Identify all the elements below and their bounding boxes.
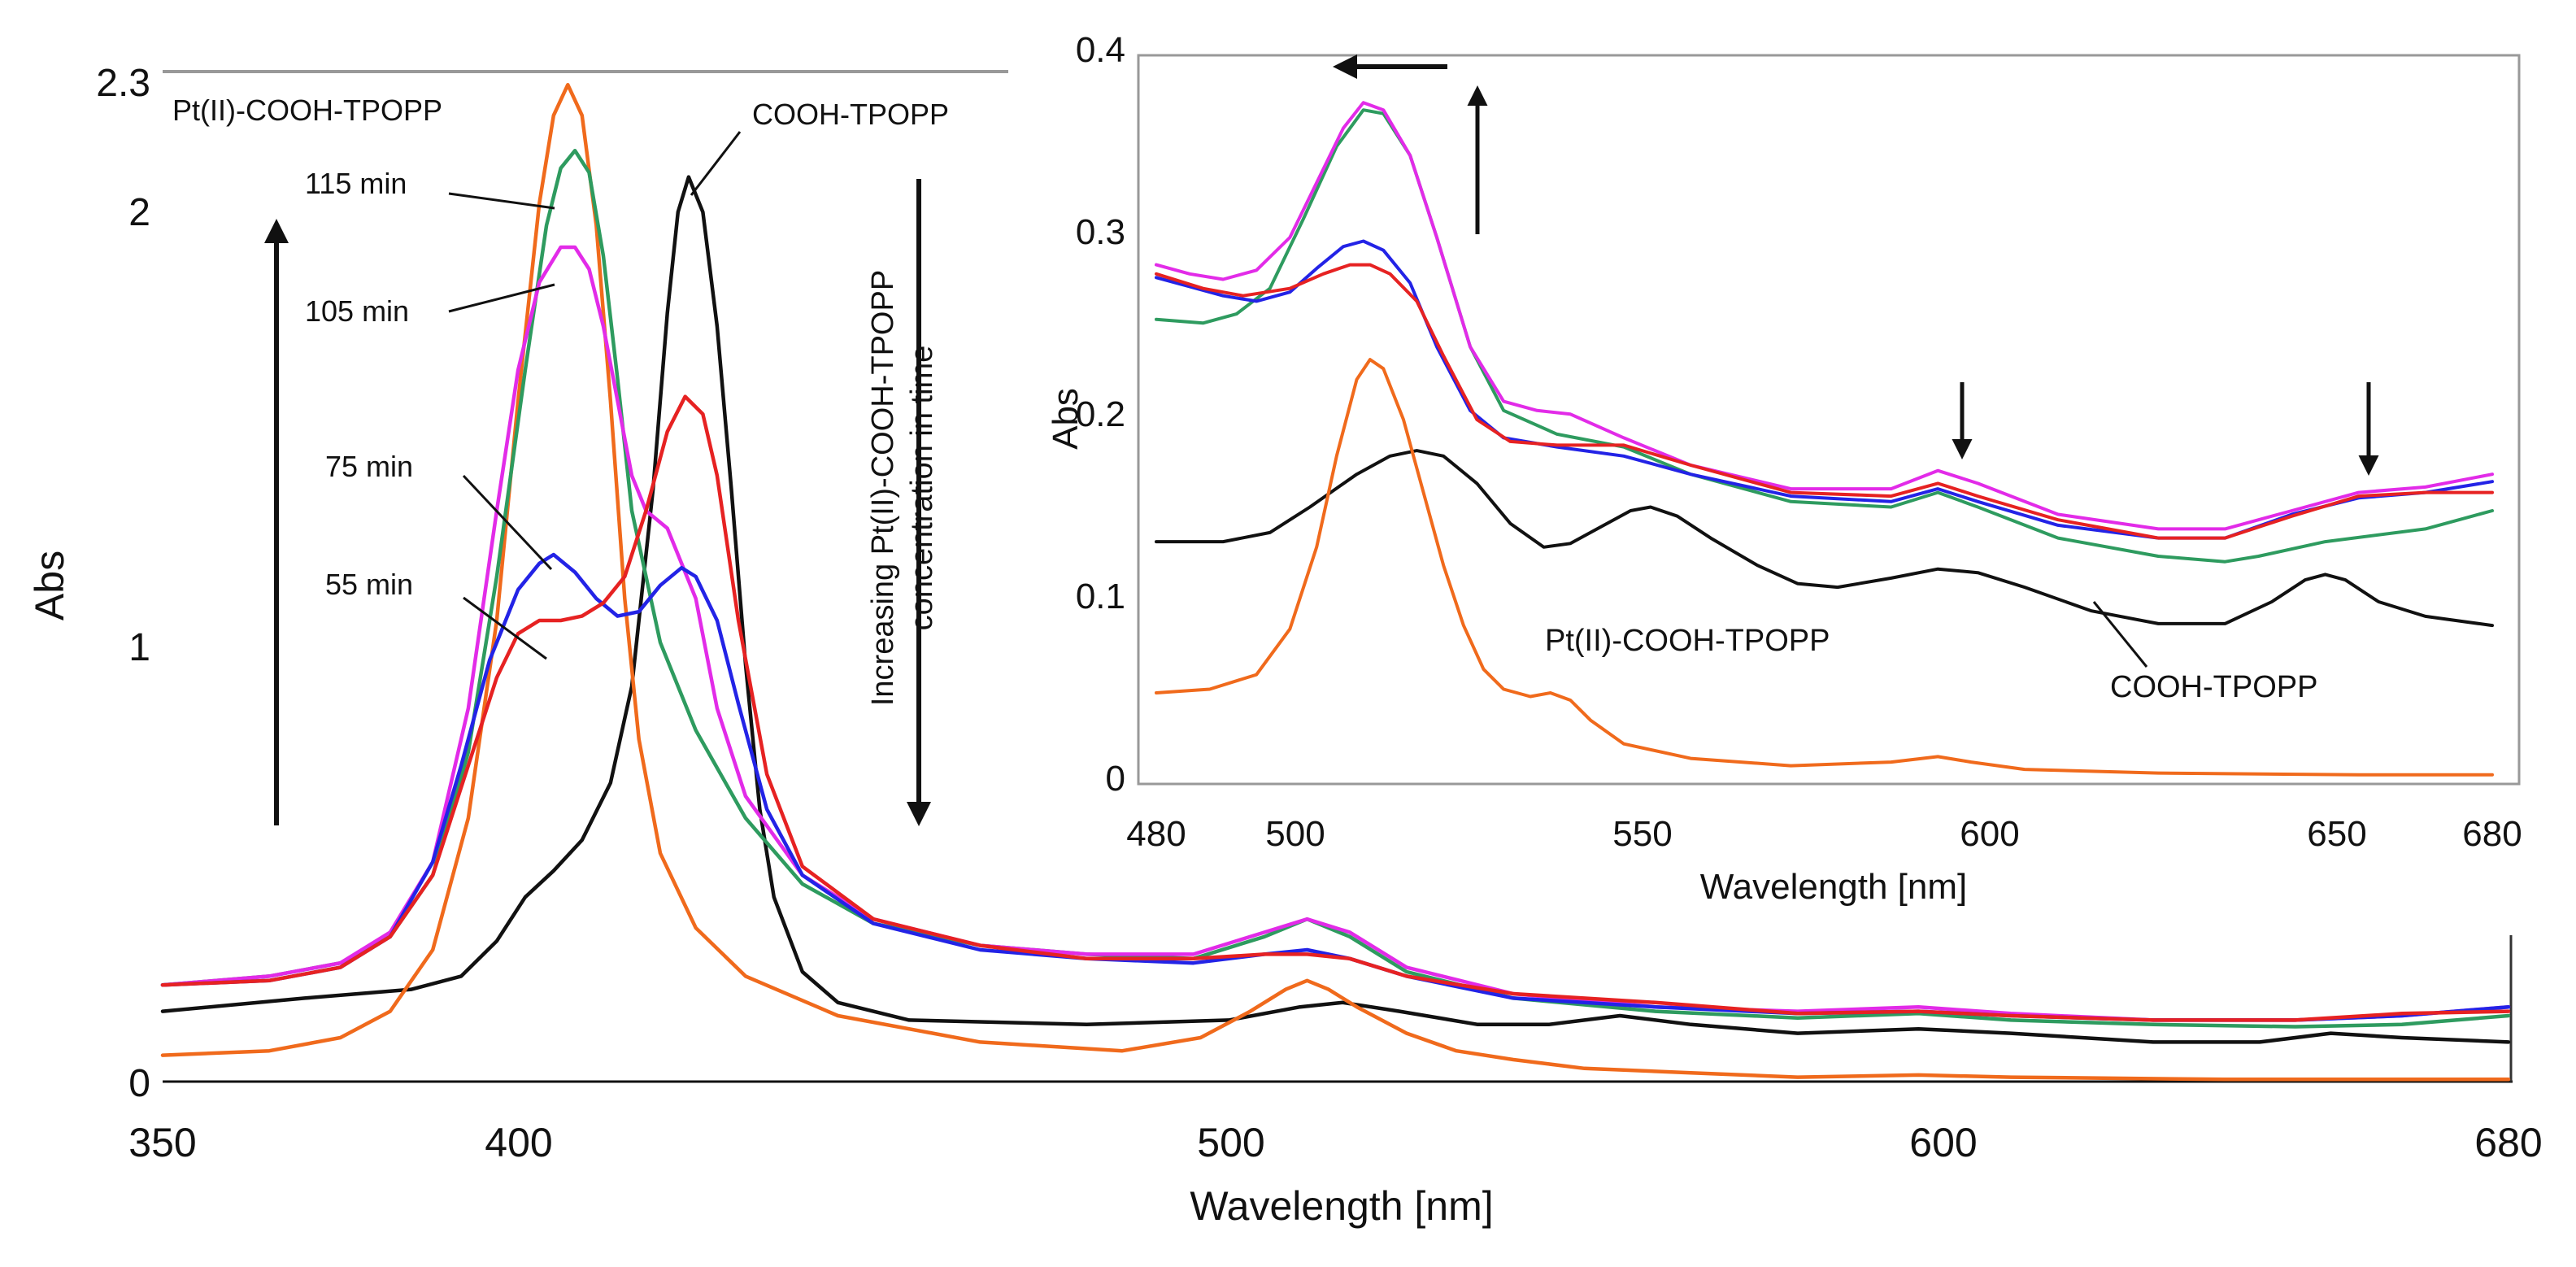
main-y-tick-label: 2.3 xyxy=(96,62,150,105)
main-x-axis-title: Wavelength [nm] xyxy=(1190,1183,1493,1229)
inset-y-tick-label: 0 xyxy=(1106,759,1125,799)
inset-x-tick-label: 550 xyxy=(1612,814,1672,854)
main-rotated-annotation-line2: concentration in time xyxy=(905,346,939,631)
main-chart: 0 1 2 2.3 350 400 500 600 680 Wavelength… xyxy=(27,62,2543,1229)
main-series-line-pt-ii-cooh-tpopp xyxy=(160,82,2511,1082)
inset-x-tick-label: 600 xyxy=(1960,814,2019,854)
main-x-tick-label: 400 xyxy=(485,1120,552,1165)
inset-series-line-55-min xyxy=(1155,263,2494,540)
main-annotation-cooh-label: COOH-TPOPP xyxy=(752,98,949,131)
inset-y-axis-title: Abs xyxy=(1046,388,1086,450)
inset-frame xyxy=(1137,54,2521,786)
main-x-tick-label: 350 xyxy=(128,1120,196,1165)
main-annotation-105-leader xyxy=(448,283,555,313)
inset-x-tick-label: 680 xyxy=(2462,814,2522,854)
inset-x-tick-label: 500 xyxy=(1265,814,1325,854)
main-annotation-75-label: 75 min xyxy=(325,450,413,483)
inset-x-axis-title: Wavelength [nm] xyxy=(1700,867,1968,907)
main-x-tick-label: 680 xyxy=(2474,1120,2542,1165)
main-annotation-115-label: 115 min xyxy=(305,167,407,200)
main-annotation-115-leader xyxy=(448,192,555,210)
inset-chart: 0 0.1 0.2 0.3 0.4 480 500 550 600 650 68… xyxy=(1046,30,2527,907)
inset-annotation-cooh-label: COOH-TPOPP xyxy=(2110,670,2317,704)
inset-annotation-cooh-leader xyxy=(2092,601,2148,668)
main-y-tick-label: 0 xyxy=(128,1062,150,1105)
inset-y-tick-label: 0.2 xyxy=(1076,394,1125,434)
main-y-axis-title: Abs xyxy=(27,551,72,620)
inset-x-tick-label: 480 xyxy=(1126,814,1186,854)
inset-series-line-pt-ii-cooh-tpopp xyxy=(1155,358,2494,777)
main-series-line-55-min xyxy=(160,394,2511,1022)
inset-x-tick-label: 650 xyxy=(2307,814,2366,854)
inset-series-line-115-min xyxy=(1155,108,2494,564)
inset-series-group xyxy=(1155,101,2494,777)
main-annotation-cooh-leader xyxy=(690,131,742,196)
main-annotation-pt-label: Pt(II)-COOH-TPOPP xyxy=(172,94,442,127)
main-annotation-55-leader xyxy=(463,596,547,660)
inset-annotation-pt-label: Pt(II)-COOH-TPOPP xyxy=(1545,624,1830,658)
inset-series-line-105-min xyxy=(1155,101,2494,531)
main-annotation-55-label: 55 min xyxy=(325,568,413,601)
inset-series-line-cooh-tpopp xyxy=(1155,449,2494,628)
main-series-group xyxy=(160,82,2511,1082)
inset-y-tick-label: 0.4 xyxy=(1076,30,1125,70)
main-series-line-115-min xyxy=(160,148,2511,1029)
main-y-tick-label: 2 xyxy=(128,191,150,234)
inset-background xyxy=(1130,47,2527,784)
main-y-tick-label: 1 xyxy=(128,626,150,669)
main-series-line-cooh-tpopp xyxy=(160,175,2511,1044)
main-x-tick-label: 600 xyxy=(1909,1120,1977,1165)
inset-y-tick-label: 0.1 xyxy=(1076,577,1125,616)
main-annotation-75-leader xyxy=(462,474,553,571)
main-rotated-annotation: Increasing Pt(II)-COOH-TPOPP concentrati… xyxy=(866,270,939,706)
inset-y-tick-label: 0.3 xyxy=(1076,212,1125,252)
main-annotation-105-label: 105 min xyxy=(305,294,409,328)
main-rotated-annotation-line1: Increasing Pt(II)-COOH-TPOPP xyxy=(866,270,900,706)
main-x-tick-label: 500 xyxy=(1197,1120,1264,1165)
